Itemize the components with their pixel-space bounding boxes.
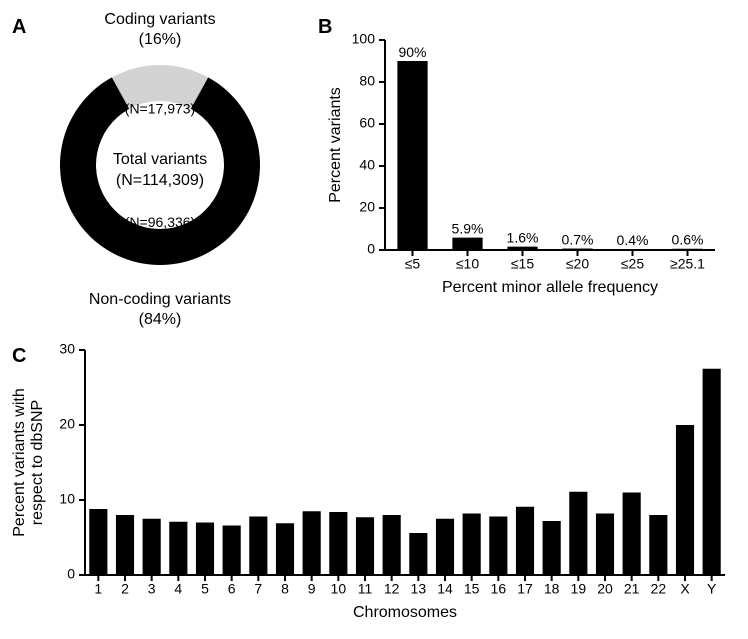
panel-a-top-label: Coding variants (16%) bbox=[10, 10, 310, 50]
svg-text:Percent minor allele frequency: Percent minor allele frequency bbox=[442, 279, 658, 296]
noncoding-n-text: (N=96,336) bbox=[125, 214, 195, 230]
svg-text:30: 30 bbox=[59, 341, 75, 357]
svg-text:22: 22 bbox=[651, 580, 667, 596]
svg-text:14: 14 bbox=[437, 580, 453, 596]
svg-text:0.4%: 0.4% bbox=[617, 232, 649, 248]
svg-text:4: 4 bbox=[174, 580, 182, 596]
svg-text:1.6%: 1.6% bbox=[507, 230, 539, 246]
svg-text:0: 0 bbox=[67, 566, 75, 582]
svg-text:16: 16 bbox=[491, 580, 507, 596]
svg-text:respect to dbSNP: respect to dbSNP bbox=[29, 400, 46, 525]
svg-text:10: 10 bbox=[59, 491, 75, 507]
svg-text:X: X bbox=[680, 580, 690, 596]
svg-text:≤25: ≤25 bbox=[621, 255, 644, 271]
svg-text:80: 80 bbox=[359, 73, 375, 89]
svg-text:19: 19 bbox=[571, 580, 587, 596]
svg-text:20: 20 bbox=[359, 199, 375, 215]
svg-text:Chromosomes: Chromosomes bbox=[353, 604, 457, 621]
svg-text:0.7%: 0.7% bbox=[562, 232, 594, 248]
svg-text:5.9%: 5.9% bbox=[452, 221, 484, 237]
panel-a: Coding variants (16%) (N=17,973) (N=96,33… bbox=[10, 10, 310, 330]
svg-text:40: 40 bbox=[359, 157, 375, 173]
coding-n-text: (N=17,973) bbox=[125, 100, 195, 116]
svg-text:21: 21 bbox=[624, 580, 640, 596]
svg-text:13: 13 bbox=[411, 580, 427, 596]
svg-text:17: 17 bbox=[517, 580, 533, 596]
panel-c: 0102030123456789101112131415161718192021… bbox=[10, 340, 740, 635]
donut-center-label: Total variants (N=114,309) bbox=[10, 150, 310, 192]
noncoding-variants-pct: (84%) bbox=[139, 311, 182, 328]
svg-text:2: 2 bbox=[121, 580, 129, 596]
svg-text:100: 100 bbox=[352, 31, 376, 47]
svg-text:≤5: ≤5 bbox=[405, 255, 421, 271]
svg-text:3: 3 bbox=[148, 580, 156, 596]
svg-text:7: 7 bbox=[254, 580, 262, 596]
svg-text:15: 15 bbox=[464, 580, 480, 596]
svg-text:≤10: ≤10 bbox=[456, 255, 479, 271]
svg-text:20: 20 bbox=[597, 580, 613, 596]
svg-text:12: 12 bbox=[384, 580, 400, 596]
coding-variants-text: Coding variants bbox=[104, 11, 215, 28]
svg-text:≤15: ≤15 bbox=[511, 255, 534, 271]
svg-text:Percent variants: Percent variants bbox=[327, 87, 344, 203]
svg-text:18: 18 bbox=[544, 580, 560, 596]
noncoding-variants-text: Non-coding variants bbox=[89, 291, 231, 308]
panel-b-chart: 0 20 40 60 80 100 ≤5 90% ≤10 5.9% ≤15 1.6% ≤20 0.7% ≤2… bbox=[320, 10, 740, 310]
panel-a-bottom-label: Non-coding variants (84%) bbox=[10, 290, 310, 330]
svg-text:0.6%: 0.6% bbox=[672, 232, 704, 248]
svg-text:5: 5 bbox=[201, 580, 209, 596]
svg-text:10: 10 bbox=[331, 580, 347, 596]
svg-text:≤20: ≤20 bbox=[566, 255, 589, 271]
svg-text:Percent variants with: Percent variants with bbox=[11, 388, 28, 537]
panel-c-chart: 0102030123456789101112131415161718192021… bbox=[10, 340, 740, 635]
coding-variants-pct: (16%) bbox=[139, 31, 182, 48]
svg-text:90%: 90% bbox=[398, 44, 426, 60]
svg-text:≥25.1: ≥25.1 bbox=[670, 255, 705, 271]
svg-text:11: 11 bbox=[358, 580, 373, 596]
panel-b: 0 20 40 60 80 100 ≤5 90% ≤10 5.9% ≤15 1.6% ≤20 0.7% ≤2… bbox=[320, 10, 740, 310]
total-variants-text: Total variants bbox=[113, 151, 207, 168]
svg-text:1: 1 bbox=[94, 580, 102, 596]
svg-text:9: 9 bbox=[308, 580, 316, 596]
svg-text:8: 8 bbox=[281, 580, 289, 596]
svg-text:0: 0 bbox=[367, 241, 375, 257]
figure-root: A Coding variants (16%) (N=17,973)(N=96,… bbox=[0, 0, 748, 639]
svg-text:6: 6 bbox=[228, 580, 236, 596]
svg-text:20: 20 bbox=[59, 416, 75, 432]
svg-text:Y: Y bbox=[707, 580, 717, 596]
svg-text:60: 60 bbox=[359, 115, 375, 131]
total-variants-n: (N=114,309) bbox=[116, 172, 204, 189]
